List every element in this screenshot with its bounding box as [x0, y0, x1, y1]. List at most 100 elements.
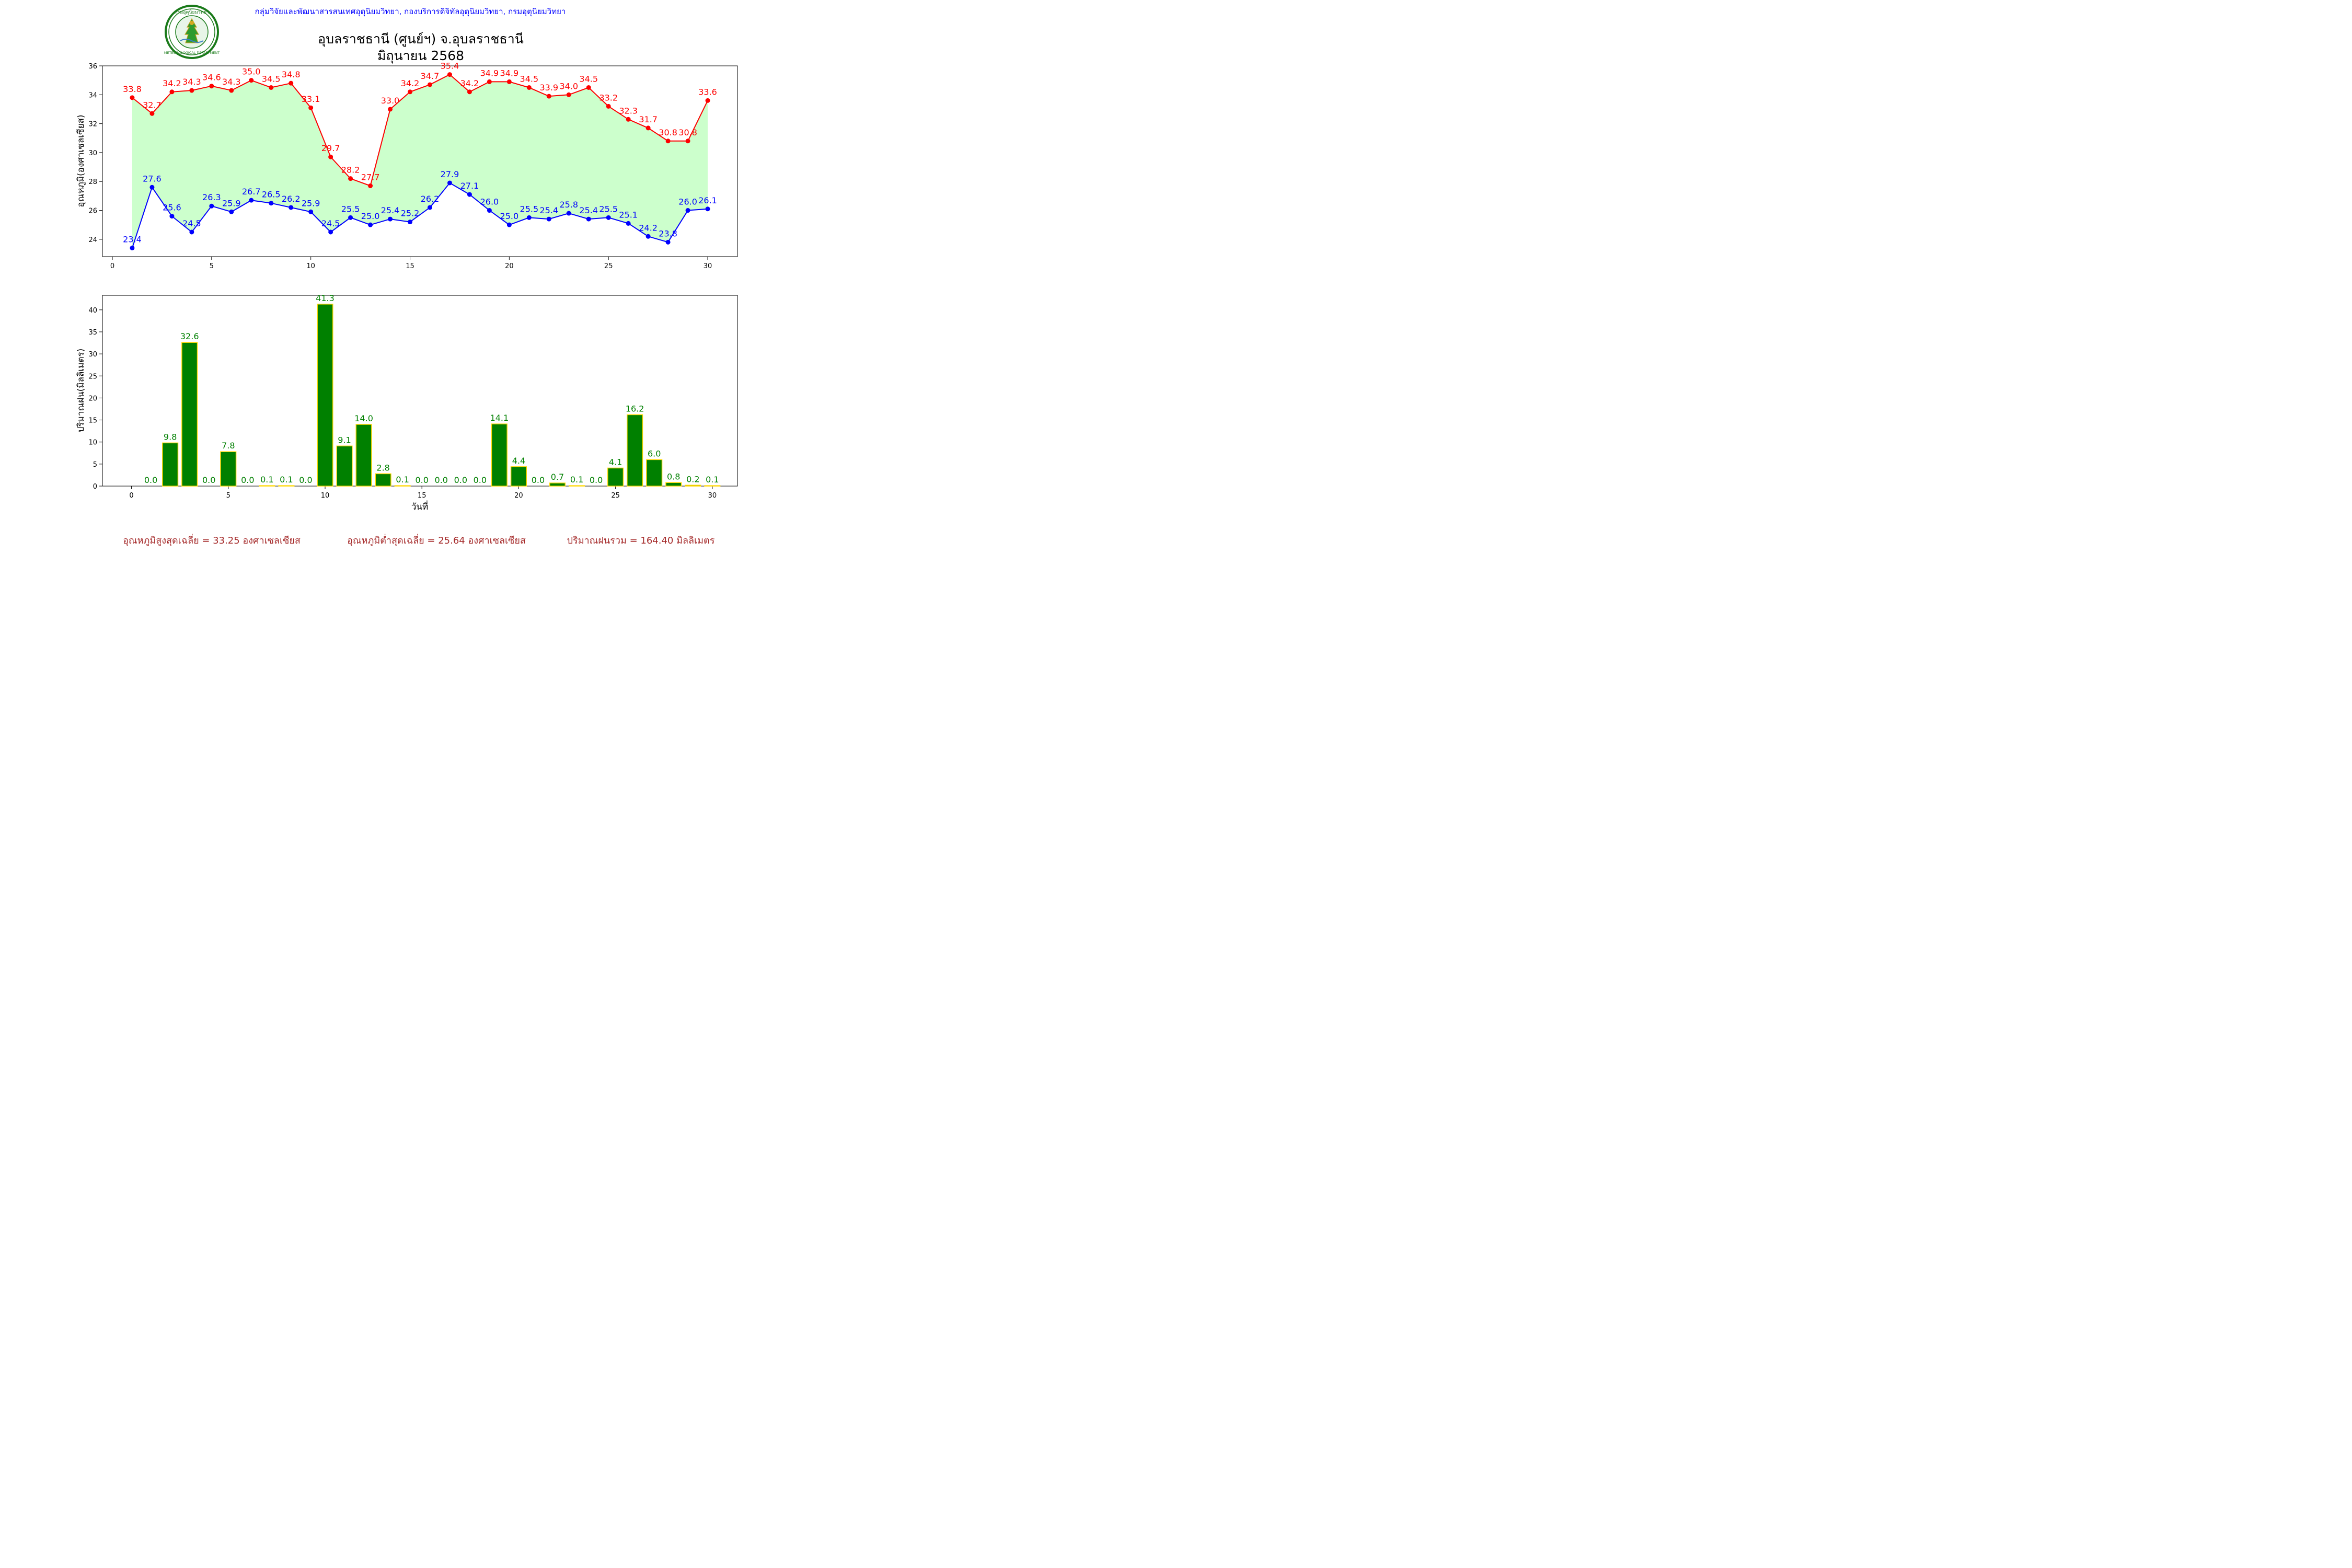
temperature-min-point	[308, 209, 314, 214]
temperature-min-point	[189, 229, 194, 235]
temperature-chart: อุณหภูมิ(องศาเซลเซียส) 0 5 10 15 20 25 30 24 26 2…	[76, 61, 738, 270]
temperature-x-tick-label: 20	[505, 262, 514, 270]
temperature-max-value-label: 33.0	[381, 96, 400, 106]
temperature-y-tick-label: 24	[88, 236, 97, 244]
temperature-max-point	[566, 92, 571, 97]
rainfall-value-label: 0.0	[144, 475, 157, 485]
temperature-min-value-label: 25.1	[619, 210, 638, 220]
temperature-min-point	[348, 215, 353, 220]
temperature-min-value-label: 24.5	[321, 218, 340, 228]
svg-text:METEOROLOGICAL DEPARTMENT: METEOROLOGICAL DEPARTMENT	[164, 51, 220, 55]
temperature-max-point	[229, 88, 234, 93]
temperature-x-tick-label: 30	[704, 262, 712, 270]
temperature-max-point	[626, 117, 631, 122]
temperature-min-point	[467, 192, 472, 197]
rainfall-bar	[375, 473, 391, 487]
temperature-min-value-label: 23.4	[123, 234, 142, 244]
rainfall-bar	[336, 445, 353, 487]
rainfall-bar	[665, 482, 682, 487]
rainfall-y-tick-label: 15	[88, 417, 97, 425]
temperature-min-point	[328, 229, 333, 235]
rainfall-bar	[220, 451, 237, 487]
temperature-x-tick-label: 10	[306, 262, 315, 270]
temperature-max-value-label: 34.2	[401, 78, 420, 88]
temperature-min-point	[289, 205, 294, 210]
temperature-min-point	[626, 221, 631, 226]
temperature-y-tick-label: 30	[88, 149, 97, 157]
rainfall-bar	[646, 459, 663, 487]
temperature-max-value-label: 34.5	[262, 74, 281, 84]
rainfall-value-label: 2.8	[376, 463, 389, 472]
rainfall-value-label: 7.8	[222, 441, 235, 451]
temperature-max-value-label: 34.5	[579, 74, 598, 84]
rainfall-bar	[355, 424, 372, 487]
temperature-max-point	[447, 72, 452, 77]
temperature-y-tick-label: 34	[88, 91, 97, 99]
rainfall-y-tick-label: 10	[88, 439, 97, 447]
temperature-min-value-label: 24.2	[639, 223, 658, 233]
temperature-max-point	[427, 82, 432, 87]
rainfall-value-label: 0.0	[454, 475, 467, 485]
temperature-min-point	[130, 245, 135, 250]
temperature-max-point	[408, 89, 413, 95]
temperature-min-point	[149, 185, 155, 190]
temperature-y-tick-label: 32	[88, 121, 97, 129]
avg-min-temp-summary: อุณหภูมิต่ำสุดเฉลี่ย = 25.64 องศาเซลเซีย…	[347, 534, 526, 546]
temperature-min-point	[169, 214, 175, 219]
rainfall-value-label: 0.0	[474, 475, 487, 485]
temperature-min-value-label: 27.6	[143, 174, 162, 183]
temperature-min-value-label: 25.4	[539, 205, 558, 215]
rainfall-value-label: 0.0	[590, 475, 603, 485]
rainfall-x-label: วันที่	[411, 500, 428, 512]
rainfall-value-label: 0.8	[667, 471, 680, 481]
temperature-min-point	[705, 206, 710, 212]
rainfall-x-tick-label: 5	[226, 492, 230, 500]
temperature-min-value-label: 26.1	[698, 195, 717, 205]
rainfall-bar	[549, 482, 566, 487]
temperature-max-value-label: 34.8	[282, 70, 301, 79]
temperature-max-value-label: 27.7	[361, 172, 380, 182]
rainfall-y-tick-label: 30	[88, 351, 97, 359]
rainfall-x-tick-label: 10	[321, 492, 330, 500]
rainfall-y-tick-label: 20	[88, 395, 97, 402]
temperature-max-value-label: 34.0	[559, 81, 578, 91]
temperature-min-point	[506, 222, 512, 227]
rainfall-value-label: 9.1	[338, 435, 351, 445]
temperature-max-value-label: 34.3	[222, 77, 241, 87]
rainfall-x-tick-label: 15	[418, 492, 426, 500]
temperature-max-point	[130, 95, 135, 100]
temperature-max-point	[328, 154, 333, 159]
temperature-max-value-label: 34.3	[182, 77, 201, 87]
rainfall-value-label: 0.2	[686, 474, 699, 484]
station-title: อุบลราชธานี (ศูนย์ฯ) จ.อุบลราชธานี	[318, 31, 524, 47]
temperature-max-value-label: 34.7	[421, 71, 440, 81]
rainfall-value-label: 32.6	[180, 331, 199, 341]
temperature-min-value-label: 25.6	[163, 203, 181, 213]
temperature-max-point	[209, 84, 214, 89]
temperature-min-value-label: 26.0	[480, 197, 499, 207]
temperature-min-point	[606, 215, 611, 220]
rainfall-value-label: 0.0	[202, 475, 215, 485]
temperature-plot-frame	[102, 65, 738, 257]
temperature-min-point	[546, 216, 551, 222]
rainfall-value-label: 0.1	[280, 475, 293, 485]
temperature-max-value-label: 32.3	[619, 106, 638, 116]
rainfall-y-tick-label: 40	[88, 307, 97, 315]
temperature-min-value-label: 25.5	[341, 204, 360, 214]
rainfall-x-tick-label: 0	[129, 492, 133, 500]
temperature-min-point	[566, 211, 571, 216]
rainfall-value-label: 0.1	[570, 475, 583, 485]
temperature-min-line	[132, 182, 708, 248]
total-rain-summary: ปริมาณฝนรวม = 164.40 มิลลิเมตร	[567, 535, 715, 546]
temperature-min-point	[408, 220, 413, 225]
rainfall-y-tick-label: 35	[88, 329, 97, 337]
rainfall-value-label: 0.0	[532, 475, 545, 485]
temperature-max-point	[467, 89, 472, 95]
rainfall-value-label: 0.1	[396, 475, 409, 485]
rainfall-value-label: 0.0	[241, 475, 254, 485]
temperature-max-point	[388, 107, 393, 112]
rainfall-value-label: 0.1	[260, 475, 273, 485]
temperature-max-value-label: 34.9	[480, 68, 499, 78]
rainfall-bar	[162, 442, 179, 487]
rainfall-value-label: 0.0	[435, 475, 448, 485]
